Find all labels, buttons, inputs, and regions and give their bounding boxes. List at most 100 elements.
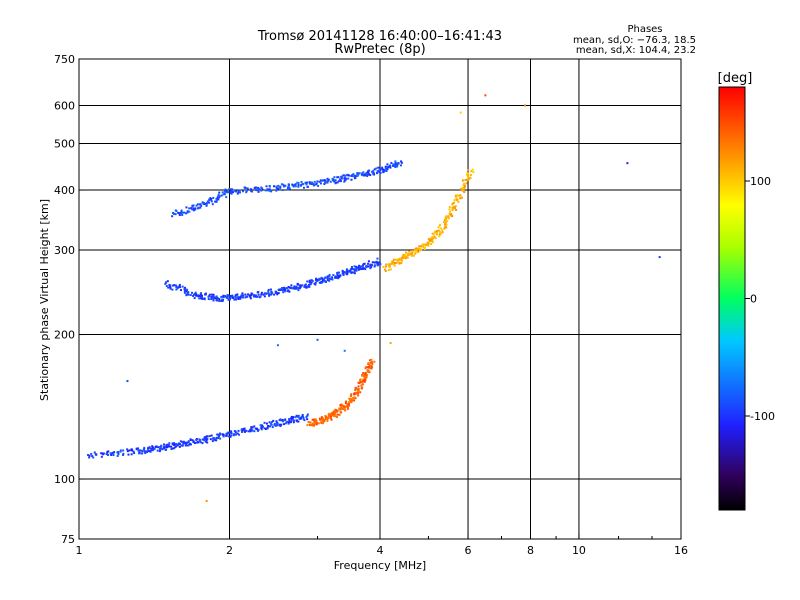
data-point [365,373,368,376]
data-point [225,196,228,199]
data-point [126,380,129,383]
data-point [333,414,336,417]
data-point [400,259,403,262]
data-point [277,292,280,295]
data-point [355,266,358,269]
data-point [455,197,458,200]
data-point [301,284,304,287]
data-point [216,196,219,199]
data-point [326,279,329,282]
data-point [292,416,295,419]
data-point [415,249,418,252]
data-point [137,447,140,450]
data-point [222,295,225,298]
data-point [143,448,146,451]
colorbar-tick-label: -100 [750,410,775,423]
data-point [344,401,347,404]
data-point [321,421,324,424]
data-point [185,441,188,444]
data-point [219,437,222,440]
data-point [398,262,401,265]
y-tick-label: 200 [54,329,75,342]
data-point [341,272,344,275]
data-point [279,185,282,188]
data-point [208,435,211,438]
data-point [294,183,297,186]
data-point [399,164,402,167]
data-point [453,205,456,208]
data-point [326,275,329,278]
data-point [336,181,339,184]
data-point [260,427,263,430]
data-point [330,418,333,421]
data-point [377,166,380,169]
data-point [318,277,321,280]
data-point [360,385,363,388]
data-point [322,179,325,182]
data-point [183,441,186,444]
data-point [122,452,125,455]
data-point [466,178,469,181]
data-point [320,276,323,279]
data-point [185,212,188,215]
data-point [390,262,393,265]
data-point [160,445,163,448]
data-point [282,183,285,186]
stats-line-x: mean, sd,X: 104.4, 23.2 [576,45,696,56]
data-point [339,178,342,181]
data-point [338,413,341,416]
data-point [107,450,110,453]
data-point [287,187,290,190]
data-point [387,269,390,272]
data-point [164,282,167,285]
data-point [289,286,292,289]
data-point [212,297,215,300]
data-point [212,295,215,298]
data-point [204,293,207,296]
data-point [275,189,278,192]
data-point [468,177,471,180]
data-point [326,277,329,280]
data-point [249,297,252,300]
data-point [417,250,420,253]
data-point [176,444,179,447]
data-point [302,417,305,420]
data-point [348,269,351,272]
data-point [441,229,444,232]
data-point [372,169,375,172]
data-point [218,191,221,194]
data-point [242,428,245,431]
data-point [359,378,362,381]
data-point [366,369,369,372]
data-point [226,294,229,297]
data-point [144,451,147,454]
data-point [315,182,318,185]
data-point [257,291,260,294]
data-point [372,172,375,175]
data-point [95,453,98,456]
data-point [367,370,370,373]
data-point [185,294,188,297]
data-point [343,179,346,182]
data-point [106,452,109,455]
data-point [356,172,359,175]
data-point [228,298,231,301]
data-point [313,418,316,421]
data-point [351,267,354,270]
data-point [271,426,274,429]
data-point [306,418,309,421]
data-point [321,279,324,282]
data-point [357,394,360,397]
data-point [240,294,243,297]
data-point [366,173,369,176]
data-point [339,180,342,183]
data-point [218,196,221,199]
data-point [296,181,299,184]
data-point [354,176,357,179]
data-point [365,375,368,378]
data-point [356,174,359,177]
data-point [355,265,358,268]
data-point [199,441,202,444]
data-point [318,281,321,284]
data-point [119,449,122,452]
